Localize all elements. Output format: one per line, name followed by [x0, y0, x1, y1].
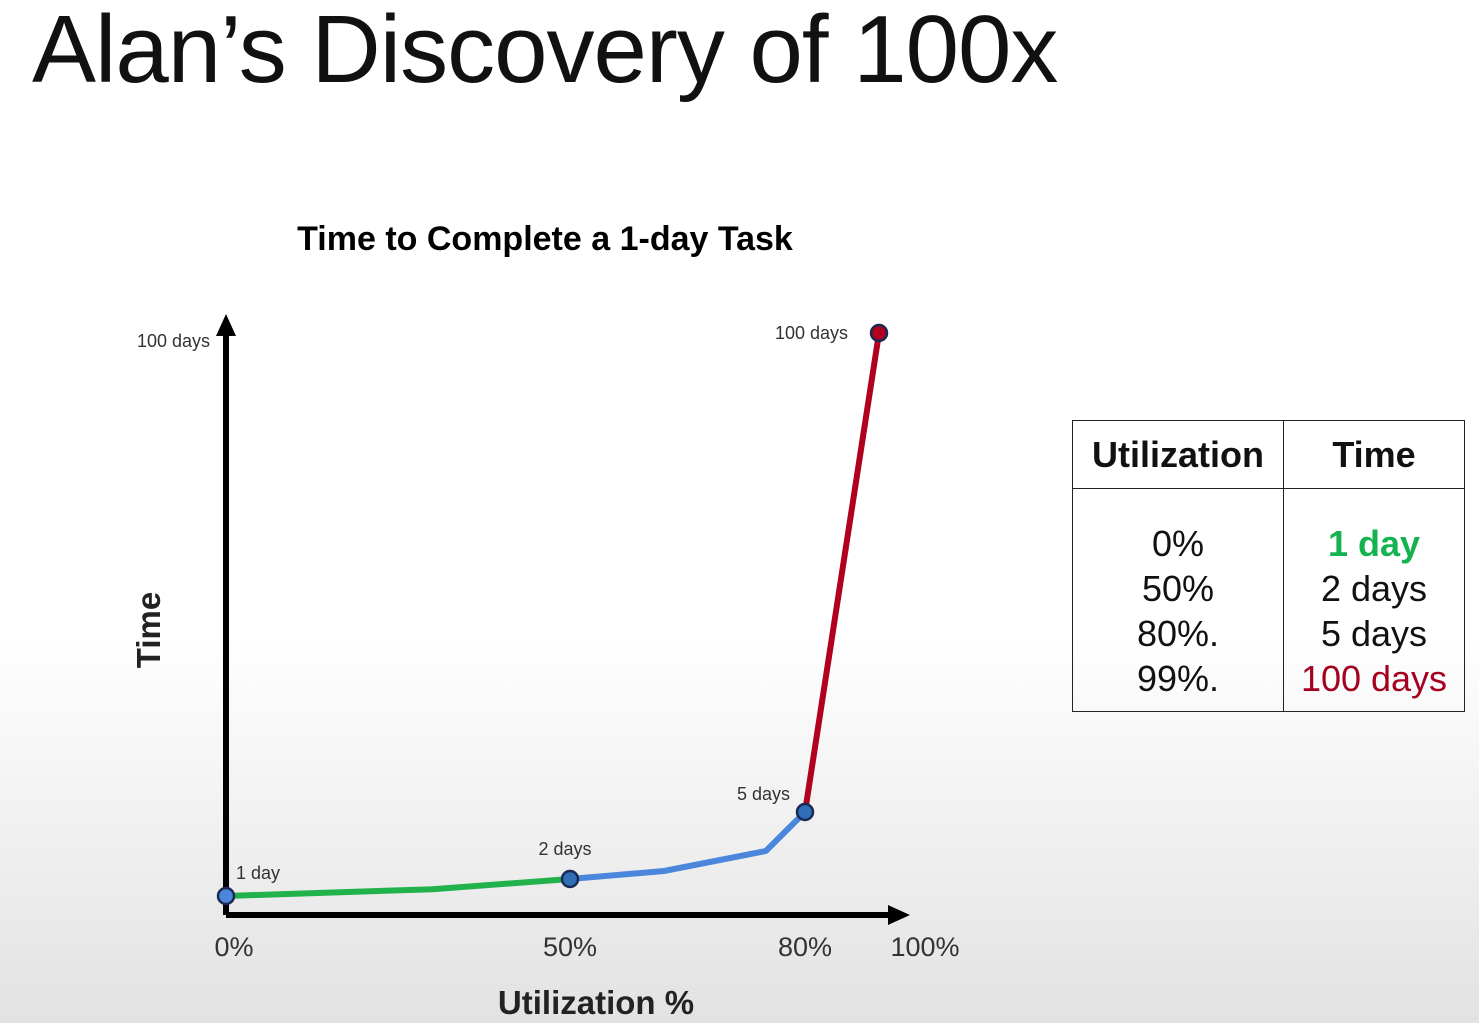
data-label: 1 day: [236, 863, 280, 883]
data-point-marker: [216, 886, 236, 906]
data-point-marker: [560, 869, 580, 889]
chart-markers: [216, 323, 889, 906]
utilization-chart: Time to Complete a 1-day Task 0% 50% 80% 10…: [130, 220, 960, 1021]
y-axis-arrow: [216, 314, 236, 336]
x-axis-arrow: [888, 905, 910, 925]
table-cell-best: 1 day: [1327, 523, 1421, 564]
table-cell: 80%.: [1136, 613, 1220, 654]
chart-labels: 0% 50% 80% 100% 100 days Utilization % Time 1 d…: [130, 323, 960, 1021]
chart-series: [223, 330, 882, 899]
table-cell: 0%: [1151, 523, 1205, 564]
utilization-table: Utilization Time 0% 50% 80%. 99%. 1 day …: [1072, 420, 1465, 712]
table-header-utilization: Utilization: [1073, 421, 1284, 489]
series-line: [567, 809, 808, 882]
data-point-marker: [795, 802, 815, 822]
x-tick-label: 100%: [890, 932, 959, 962]
y-axis-label: Time: [130, 592, 167, 668]
x-tick-label: 80%: [778, 932, 832, 962]
data-label: 2 days: [538, 839, 591, 859]
table-cell: 5 days: [1320, 613, 1428, 654]
table-cell: 2 days: [1320, 568, 1428, 609]
series-line: [802, 330, 882, 815]
table-column-time: 1 day 2 days 5 days 100 days: [1284, 489, 1464, 711]
data-label: 100 days: [775, 323, 848, 343]
table-header-time: Time: [1284, 421, 1464, 489]
x-tick-label: 0%: [214, 932, 253, 962]
chart-title: Time to Complete a 1-day Task: [297, 220, 793, 258]
table-column-utilization: 0% 50% 80%. 99%.: [1073, 489, 1284, 711]
y-tick-label: 100 days: [137, 331, 210, 351]
x-tick-label: 50%: [543, 932, 597, 962]
series-line: [223, 876, 573, 899]
data-point-marker: [869, 323, 889, 343]
chart-axes: [216, 314, 910, 925]
slide-title: Alan’s Discovery of 100x: [32, 0, 1058, 103]
table-cell: 50%: [1141, 568, 1215, 609]
table-cell-worst: 100 days: [1300, 658, 1448, 699]
table-cell: 99%.: [1136, 658, 1220, 699]
x-axis-label: Utilization %: [498, 984, 694, 1021]
data-label: 5 days: [737, 784, 790, 804]
